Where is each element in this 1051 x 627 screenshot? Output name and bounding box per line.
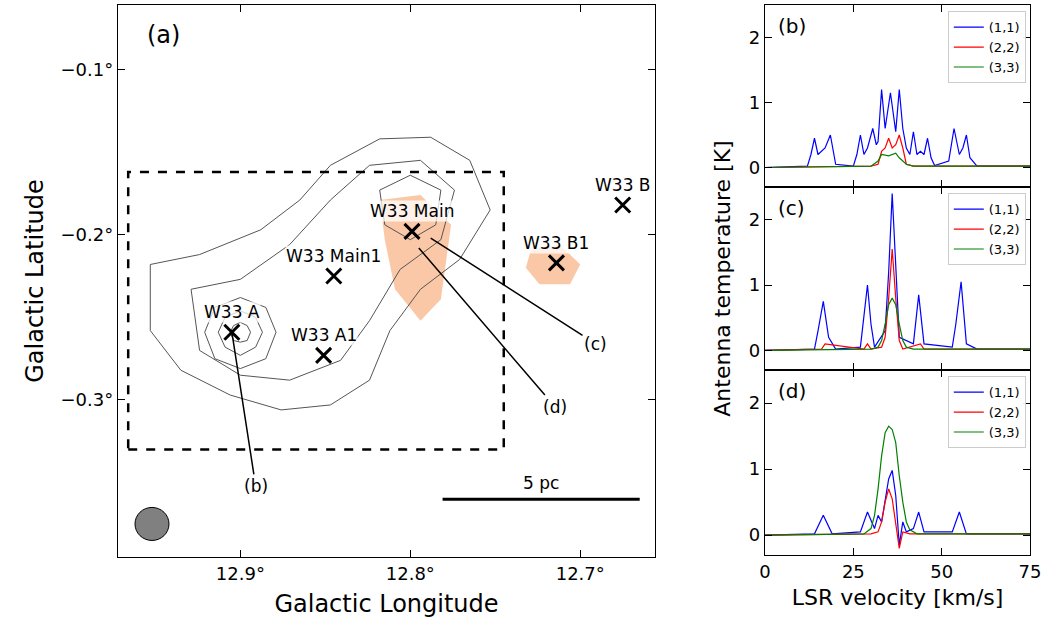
svg-text:50: 50 [930, 561, 953, 582]
svg-text:25: 25 [842, 561, 865, 582]
svg-text:W33 Main: W33 Main [370, 201, 454, 221]
svg-text:1: 1 [749, 274, 760, 295]
svg-text:(1,1): (1,1) [989, 20, 1020, 35]
svg-text:(2,2): (2,2) [989, 405, 1020, 420]
svg-text:(c): (c) [778, 196, 805, 220]
svg-text:(d): (d) [778, 379, 806, 403]
svg-text:0: 0 [749, 157, 760, 178]
svg-text:5 pc: 5 pc [523, 473, 559, 493]
svg-text:12.9°: 12.9° [216, 563, 265, 584]
svg-text:W33 B1: W33 B1 [523, 233, 589, 253]
svg-text:W33 A: W33 A [204, 302, 260, 322]
svg-text:(b): (b) [778, 14, 806, 38]
svg-text:(a): (a) [147, 21, 180, 49]
svg-text:(d): (d) [543, 397, 567, 417]
svg-text:W33 A1: W33 A1 [291, 325, 357, 345]
svg-text:(3,3): (3,3) [989, 425, 1020, 440]
svg-text:75: 75 [1019, 561, 1042, 582]
svg-text:(2,2): (2,2) [989, 40, 1020, 55]
svg-text:1: 1 [749, 92, 760, 113]
svg-text:(1,1): (1,1) [989, 385, 1020, 400]
svg-text:2: 2 [749, 27, 760, 48]
svg-text:Galactic Longitude: Galactic Longitude [274, 590, 498, 618]
svg-text:0: 0 [749, 340, 760, 361]
svg-text:2: 2 [749, 209, 760, 230]
svg-text:(2,2): (2,2) [989, 222, 1020, 237]
svg-text:(c): (c) [584, 334, 607, 354]
svg-text:W33 Main1: W33 Main1 [286, 246, 381, 266]
svg-text:(3,3): (3,3) [989, 60, 1020, 75]
svg-text:LSR velocity [km/s]: LSR velocity [km/s] [792, 585, 1004, 610]
svg-text:12.8°: 12.8° [386, 563, 435, 584]
svg-text:−0.3°: −0.3° [60, 389, 113, 410]
svg-text:−0.1°: −0.1° [60, 59, 113, 80]
svg-text:(1,1): (1,1) [989, 202, 1020, 217]
svg-text:0: 0 [749, 524, 760, 545]
svg-text:2: 2 [749, 392, 760, 413]
svg-text:12.7°: 12.7° [556, 563, 605, 584]
svg-text:−0.2°: −0.2° [60, 224, 113, 245]
svg-text:(3,3): (3,3) [989, 242, 1020, 257]
svg-text:(b): (b) [244, 476, 268, 496]
svg-text:Galactic Latitude: Galactic Latitude [21, 179, 49, 383]
svg-text:1: 1 [749, 458, 760, 479]
svg-text:W33 B: W33 B [595, 175, 651, 195]
svg-text:Antenna temperature [K]: Antenna temperature [K] [710, 140, 735, 416]
svg-text:0: 0 [759, 561, 770, 582]
